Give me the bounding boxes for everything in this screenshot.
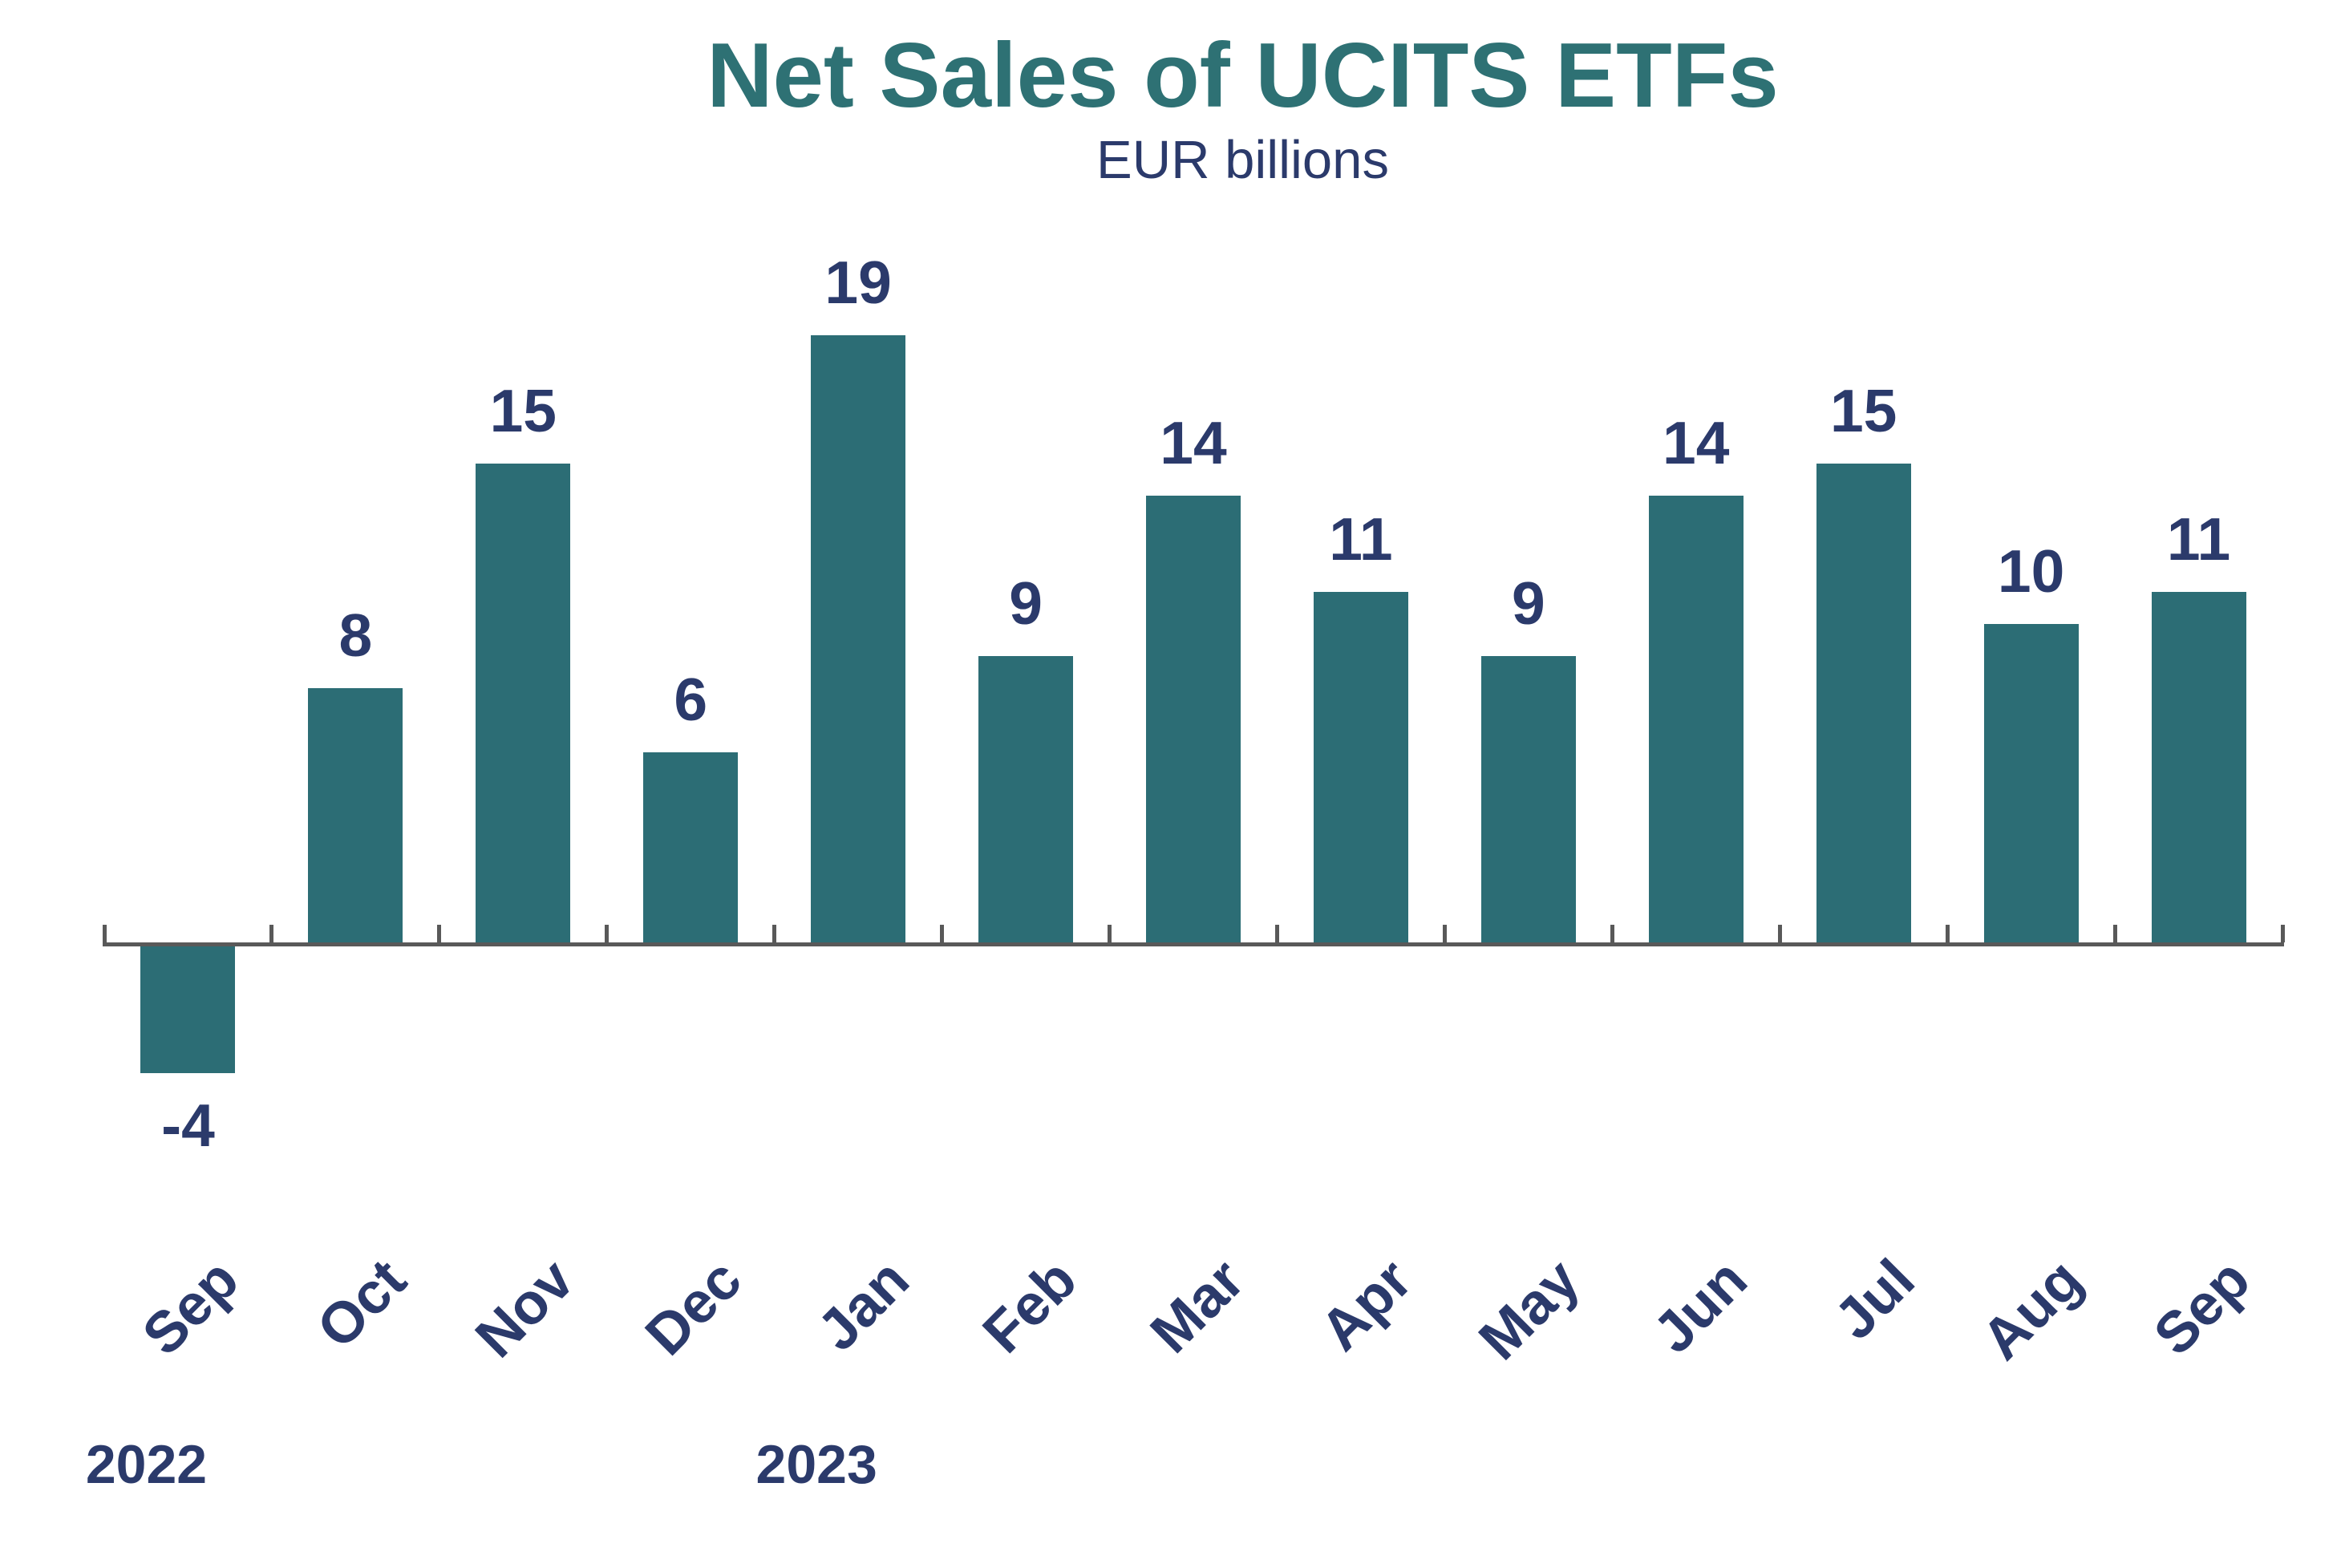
x-axis-month-label: May <box>1466 1247 1592 1372</box>
bar-value-label: 6 <box>674 666 708 733</box>
bar-feb-5 <box>978 656 1074 945</box>
x-axis-month-label: Jun <box>1641 1247 1760 1366</box>
x-axis-tick <box>269 925 274 942</box>
x-axis-year-label: 2023 <box>755 1434 877 1495</box>
x-axis-tick <box>1274 925 1279 942</box>
bar-dec-3 <box>643 752 739 945</box>
x-axis-month-label: Oct <box>305 1247 419 1361</box>
bar-value-label: 8 <box>338 602 373 669</box>
x-axis-year-label: 2022 <box>85 1434 208 1495</box>
x-axis-tick <box>1108 925 1112 942</box>
x-axis-tick <box>1777 925 1782 942</box>
x-axis-month-label: Jan <box>805 1247 921 1363</box>
chart-title: Net Sales of UCITS ETFs <box>707 25 1779 127</box>
x-axis-month-label: Sep <box>131 1247 252 1368</box>
x-axis-month-label: Nov <box>464 1247 587 1370</box>
x-axis-month-label: Apr <box>1308 1247 1424 1363</box>
x-axis-month-label: Sep <box>2141 1247 2262 1368</box>
x-axis-month-label: Dec <box>634 1247 754 1368</box>
bar-mar-6 <box>1146 496 1241 945</box>
bar-jul-10 <box>1816 464 1911 945</box>
bar-value-label: 19 <box>824 249 892 316</box>
x-axis-tick <box>940 925 945 942</box>
bar-aug-11 <box>1983 624 2079 945</box>
x-axis-tick <box>437 925 442 942</box>
bar-value-label: -4 <box>161 1092 215 1159</box>
bar-sep-0 <box>140 945 236 1073</box>
bar-oct-1 <box>308 688 403 945</box>
bar-apr-7 <box>1313 592 1408 945</box>
x-axis-month-label: Jul <box>1822 1247 1927 1352</box>
bar-value-label: 11 <box>1329 505 1393 573</box>
x-axis-tick <box>605 925 610 942</box>
bar-jan-4 <box>811 335 906 945</box>
x-axis-tick <box>1945 925 1950 942</box>
x-axis-month-label: Feb <box>970 1247 1089 1366</box>
x-axis-tick <box>2112 925 2117 942</box>
bar-value-label: 10 <box>1997 537 2065 605</box>
bar-value-label: 15 <box>489 377 557 444</box>
x-axis-tick <box>1610 925 1614 942</box>
bar-value-label: 15 <box>1829 377 1897 444</box>
x-axis-line <box>103 942 2284 946</box>
bar-value-label: 14 <box>1160 409 1227 476</box>
bar-value-label: 9 <box>1009 569 1043 637</box>
bar-jun-9 <box>1648 496 1744 945</box>
x-axis-tick <box>1442 925 1447 942</box>
bar-value-label: 14 <box>1663 409 1730 476</box>
x-axis-tick <box>772 925 777 942</box>
x-axis-month-label: Mar <box>1138 1247 1257 1366</box>
chart-subtitle: EUR billions <box>1096 130 1389 190</box>
bar-value-label: 9 <box>1511 569 1545 637</box>
bar-may-8 <box>1480 656 1576 945</box>
bar-value-label: 11 <box>2166 505 2231 573</box>
x-axis-tick <box>2280 925 2285 942</box>
x-axis-tick <box>102 925 107 942</box>
x-axis-month-label: Aug <box>1969 1247 2095 1372</box>
bar-nov-2 <box>476 464 571 945</box>
bar-sep-12 <box>2151 592 2246 945</box>
